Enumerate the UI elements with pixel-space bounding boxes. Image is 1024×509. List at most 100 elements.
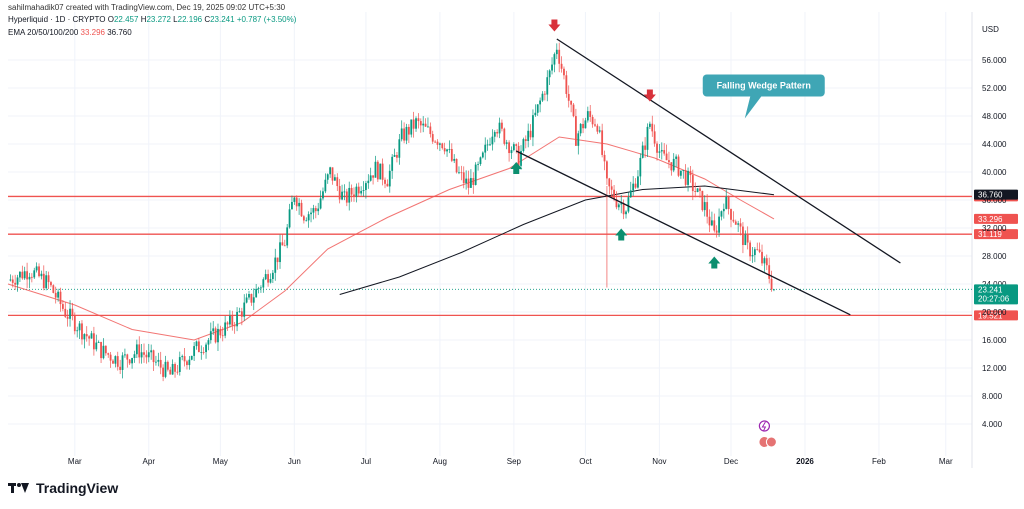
candle-body xyxy=(570,100,573,105)
candle-body xyxy=(78,323,81,331)
candle-body xyxy=(737,223,740,225)
candle-body xyxy=(19,271,21,278)
candle-body xyxy=(629,190,632,198)
time-axis[interactable]: Mar Apr May Jun Jul Aug Sep Oct Nov Dec 2026 Feb Mar xyxy=(68,457,953,466)
candle-body xyxy=(412,119,415,129)
candle-body xyxy=(38,266,40,277)
candle-body xyxy=(305,220,308,222)
candle-body xyxy=(369,175,372,181)
candle-body xyxy=(458,172,460,174)
candle-body xyxy=(448,149,451,150)
candle-body xyxy=(486,144,489,146)
candle-body xyxy=(274,257,277,273)
candle-body xyxy=(248,293,250,298)
candle-body xyxy=(353,194,355,197)
high-value: 23.272 xyxy=(146,15,171,24)
candle-body xyxy=(326,174,329,180)
candle-body xyxy=(720,211,723,217)
candle-body xyxy=(703,202,706,211)
candle-body xyxy=(188,359,191,366)
candle-body xyxy=(376,161,379,180)
open-value: 22.457 xyxy=(113,15,139,24)
candle-body xyxy=(453,158,456,161)
candle-body xyxy=(360,190,363,194)
candle-body xyxy=(436,141,439,145)
candle-body xyxy=(200,352,203,353)
candle-body xyxy=(112,360,114,364)
candle-body xyxy=(648,123,651,127)
candle-body xyxy=(40,273,43,277)
candle-body xyxy=(314,208,317,212)
callout-pointer xyxy=(744,94,763,119)
candle-body xyxy=(665,153,668,161)
candle-body xyxy=(114,356,117,364)
candle-body xyxy=(343,191,346,193)
candle-body xyxy=(109,354,112,361)
candle-body xyxy=(405,126,408,141)
candle-body xyxy=(169,369,172,375)
support-level-badge xyxy=(974,229,1018,240)
x-tick-label: Oct xyxy=(579,457,592,466)
event-flag-icon xyxy=(765,436,777,448)
candle-body xyxy=(226,322,229,325)
y-tick-label: 52.000 xyxy=(982,84,1007,93)
candle-body xyxy=(660,150,663,152)
candle-body xyxy=(195,341,198,347)
candle-body xyxy=(9,279,12,281)
candle-body xyxy=(229,315,231,325)
candle-body xyxy=(517,145,520,166)
candle-body xyxy=(186,361,188,366)
event-bolt-icon xyxy=(758,420,771,432)
candle-body xyxy=(214,328,217,343)
candle-body xyxy=(711,220,713,226)
candle-body xyxy=(637,176,639,188)
candle-body xyxy=(269,279,272,283)
candle-body xyxy=(668,160,670,163)
arrow-annotations: Falling Wedge Pattern xyxy=(510,19,825,448)
candle-body xyxy=(687,170,689,185)
candle-body xyxy=(555,49,558,55)
callout-box xyxy=(702,74,825,97)
candle-body xyxy=(176,371,179,373)
candle-body xyxy=(598,130,601,132)
candle-body xyxy=(71,308,74,316)
candle-body xyxy=(207,340,210,345)
candle-body xyxy=(522,139,525,151)
candle-body xyxy=(396,154,398,158)
candle-body xyxy=(76,330,79,332)
candle-body xyxy=(753,249,756,256)
candlesticks xyxy=(9,42,775,382)
ema-long-line xyxy=(339,185,775,295)
symbol-name[interactable]: Hyperliquid · 1D · CRYPTO xyxy=(8,15,106,24)
candle-body xyxy=(613,189,615,200)
candle-body xyxy=(333,177,336,181)
candle-body xyxy=(262,279,265,288)
candle-body xyxy=(770,278,773,290)
candle-body xyxy=(283,245,286,247)
price-badge xyxy=(974,284,1018,305)
candle-body xyxy=(706,202,709,217)
candle-body xyxy=(143,352,145,355)
tradingview-footer: TradingView xyxy=(8,480,118,496)
candle-body xyxy=(744,234,747,245)
candle-body xyxy=(699,188,701,191)
candle-body xyxy=(646,126,649,150)
price-axis[interactable]: USD4.0008.00012.00016.00020.00024.00028.… xyxy=(982,25,1007,429)
candle-body xyxy=(539,100,542,105)
candle-body xyxy=(357,186,360,194)
close-label: C xyxy=(204,15,211,24)
candle-body xyxy=(491,136,494,145)
candle-body xyxy=(477,163,479,165)
candle-body xyxy=(107,353,110,355)
low-value: 22.196 xyxy=(177,15,203,24)
candle-body xyxy=(35,266,38,271)
ema-label[interactable]: EMA 20/50/100/200 xyxy=(8,28,79,37)
candle-body xyxy=(768,265,771,279)
candle-body xyxy=(718,216,720,233)
candle-body xyxy=(219,328,222,336)
candle-body xyxy=(639,157,642,177)
candle-body xyxy=(90,333,93,339)
candle-body xyxy=(116,356,119,367)
